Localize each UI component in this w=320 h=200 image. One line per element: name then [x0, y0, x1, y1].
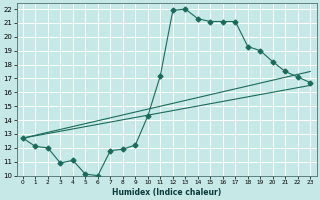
- X-axis label: Humidex (Indice chaleur): Humidex (Indice chaleur): [112, 188, 221, 197]
